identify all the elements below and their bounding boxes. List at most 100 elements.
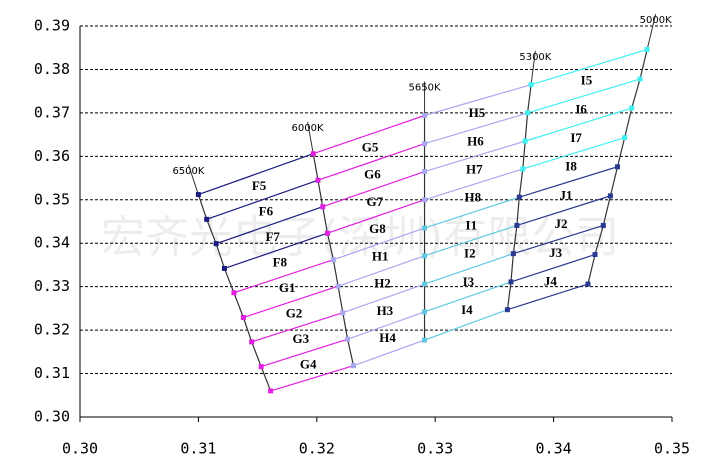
- isotherm-tail: [187, 164, 199, 195]
- bin-label: I5: [581, 72, 593, 87]
- bin-edge: [353, 339, 425, 367]
- bin-edge: [251, 312, 344, 343]
- bin-edge: [337, 255, 425, 287]
- bin-label: H2: [374, 276, 391, 291]
- bin-corner: [522, 138, 528, 144]
- bin-edge: [424, 112, 528, 145]
- bin-corner: [615, 164, 621, 170]
- y-tick-label: 0.39: [34, 17, 70, 35]
- bin-edge: [243, 285, 339, 319]
- bin-label: I1: [466, 218, 478, 233]
- bin-label: I7: [570, 130, 582, 145]
- bin-corner: [345, 336, 351, 342]
- bin-edge: [224, 232, 328, 269]
- bin-edge: [527, 78, 641, 114]
- bin-corner: [622, 135, 628, 141]
- bin-edge: [313, 114, 425, 155]
- cct-label: 5650K: [409, 83, 441, 94]
- y-tick-label: 0.35: [34, 190, 70, 208]
- y-tick-label: 0.34: [34, 234, 70, 252]
- y-tick-label: 0.36: [34, 147, 70, 165]
- bin-edge: [233, 259, 334, 294]
- bin-corner: [585, 281, 591, 287]
- bin-corner: [422, 112, 428, 118]
- bin-corner: [525, 110, 531, 116]
- bin-corner: [340, 310, 346, 316]
- bin-label: H8: [464, 189, 481, 204]
- bin-edge: [424, 224, 518, 257]
- bin-corner: [508, 279, 514, 285]
- bin-corner: [221, 265, 227, 271]
- bin-edge: [513, 224, 604, 255]
- bin-corner: [422, 141, 428, 147]
- bin-corner: [268, 388, 274, 394]
- cct-label: 6500K: [172, 166, 204, 177]
- bin-corner: [310, 151, 316, 157]
- bin-corner: [204, 216, 210, 222]
- bin-label: G2: [286, 306, 303, 321]
- cct-label: 5300K: [519, 52, 551, 63]
- bin-corner: [330, 257, 336, 263]
- y-tick-label: 0.32: [34, 321, 70, 339]
- bin-label: I3: [463, 274, 475, 289]
- bin-corner: [213, 241, 219, 247]
- y-tick-label: 0.30: [34, 408, 70, 426]
- bin-edge: [424, 281, 512, 313]
- bin-label: H1: [372, 248, 389, 263]
- bin-edge: [333, 227, 425, 261]
- bin-corner: [249, 339, 255, 345]
- bin-corner: [351, 363, 357, 369]
- y-tick-label: 0.31: [34, 364, 70, 382]
- bin-label: J3: [549, 245, 563, 260]
- bin-label: J2: [555, 216, 568, 231]
- bin-edge: [507, 283, 589, 311]
- bin-label: F5: [252, 178, 267, 193]
- bin-corner: [504, 307, 510, 313]
- bin-corner: [607, 193, 613, 199]
- bin-label: J1: [560, 187, 573, 202]
- bin-label: H5: [469, 105, 486, 120]
- x-tick-label: 0.34: [536, 440, 572, 458]
- bin-corner: [422, 309, 428, 315]
- bin-label: G4: [300, 357, 317, 372]
- bin-label: G8: [369, 221, 386, 236]
- bin-corner: [592, 252, 598, 258]
- x-tick-label: 0.32: [299, 440, 335, 458]
- y-tick-label: 0.33: [34, 277, 70, 295]
- bin-edge: [342, 283, 425, 314]
- bin-corner: [324, 230, 330, 236]
- isotherm-tail: [307, 121, 314, 154]
- bin-label: G5: [362, 139, 379, 154]
- bin-label: G1: [279, 280, 296, 295]
- bin-corner: [644, 46, 650, 52]
- bin-edge: [516, 195, 611, 226]
- bin-corner: [514, 222, 520, 228]
- cct-label: 5000K: [640, 15, 672, 26]
- bin-corner: [422, 225, 428, 231]
- bin-corner: [422, 281, 428, 287]
- y-tick-label: 0.38: [34, 60, 70, 78]
- bin-label: I4: [461, 302, 473, 317]
- bin-label: F7: [265, 229, 280, 244]
- isotherm-tail: [530, 50, 536, 85]
- bin-edge: [270, 365, 354, 392]
- bin-edge: [424, 309, 508, 341]
- bin-label: H7: [466, 161, 483, 176]
- bin-corner: [320, 204, 326, 210]
- bin-corner: [629, 105, 635, 111]
- bin-corner: [231, 290, 237, 296]
- bin-edge: [510, 253, 596, 283]
- bin-corner: [528, 82, 534, 88]
- bin-label: G3: [293, 331, 310, 346]
- bin-corner: [637, 76, 643, 82]
- x-tick-label: 0.33: [417, 440, 453, 458]
- bin-edge: [260, 338, 348, 368]
- bin-edge: [215, 206, 323, 245]
- x-tick-label: 0.35: [654, 440, 690, 458]
- bin-label: I6: [575, 101, 587, 116]
- bin-corner: [510, 251, 516, 257]
- bin-edge: [424, 168, 523, 201]
- bin-label: G7: [367, 194, 384, 209]
- bin-edge: [522, 137, 625, 170]
- bin-edge: [317, 143, 425, 181]
